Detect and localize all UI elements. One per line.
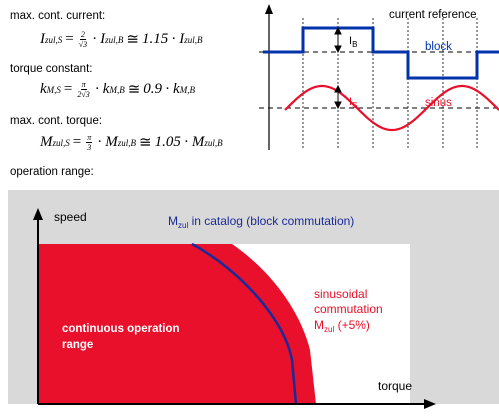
is-label: IS [349, 96, 357, 110]
kms-lhs-sub: M,S [46, 84, 61, 95]
mzul-factor: 1.05 [154, 134, 181, 150]
equals-sign: = [63, 81, 73, 97]
fraction-numerator: π [80, 80, 87, 90]
sinusoidal-label-line3: Mzul (+5%) [314, 318, 370, 334]
sinusoidal-label-line1: sinusoidal [314, 287, 367, 301]
approx-sign: ≅ [126, 32, 139, 48]
catalog-label: Mzul in catalog (block commutation) [168, 214, 354, 230]
continuous-label-line2: range [62, 339, 93, 351]
fraction-denominator: 2√3 [77, 90, 90, 99]
approx-sign: ≅ [127, 82, 141, 98]
fraction-numerator: 2 [79, 30, 86, 40]
current-rhs-sub: zul,B [184, 34, 203, 45]
sinus-label: sinus [425, 97, 452, 109]
kms-fraction: π 2√3 [77, 80, 89, 99]
kms-mid: k [102, 81, 110, 97]
torque-axis-arrow [424, 399, 436, 409]
dot-operator: · [183, 134, 189, 150]
current-mid: I [100, 31, 106, 47]
mzul-lhs: M [40, 134, 53, 150]
catalog-boundary-curve [191, 242, 298, 405]
sinusoidal-label-line2: commutation [314, 302, 383, 316]
approx-sign: ≅ [139, 135, 152, 151]
torque-label: max. cont. torque: [10, 115, 103, 127]
torque-axis-label: torque [378, 379, 412, 393]
current-label: max. cont. current: [10, 10, 106, 22]
waveform-y-arrow [265, 4, 273, 14]
dot-operator: · [94, 81, 100, 97]
dot-operator: · [92, 31, 98, 47]
continuous-label-line1: continuous operation [62, 323, 180, 335]
current-fraction: 2 √3 [79, 30, 87, 49]
kms-rhs: k [173, 81, 180, 97]
sinus-waveform [284, 84, 499, 132]
mzul-mid-sub: zul,B [117, 137, 137, 148]
torque-constant-formula: k M,S = π 2√3 · k M,B ≅ 0.9 · k M,B [40, 80, 195, 99]
mzul-mid: M [105, 134, 118, 150]
dot-operator: · [97, 134, 103, 150]
kms-rhs-sub: M,B [179, 84, 195, 95]
fraction-denominator: √3 [78, 40, 88, 49]
current-lhs: I [40, 31, 45, 47]
fraction-numerator: π [86, 133, 93, 143]
current-lhs-sub: zul,S [45, 34, 63, 45]
block-waveform [263, 26, 499, 80]
current-mid-sub: zul,B [105, 34, 124, 45]
mzul-rhs: M [191, 134, 205, 150]
kms-lhs: k [40, 81, 47, 97]
speed-axis-arrow [33, 208, 43, 220]
is-arrow [334, 84, 342, 110]
current-rhs: I [179, 31, 185, 47]
dot-operator: · [165, 81, 171, 97]
equals-sign: = [72, 134, 82, 150]
block-label: block [425, 41, 452, 53]
waveform-diagram: IB IS current reference block sinus [259, 4, 499, 150]
operation-range-label: operation range: [10, 166, 94, 178]
kms-factor: 0.9 [143, 81, 163, 97]
equals-sign: = [65, 31, 74, 47]
current-factor: 1.15 [141, 31, 169, 47]
speed-axis-label: speed [54, 210, 87, 224]
current-reference-title: current reference [389, 9, 477, 21]
kms-mid-sub: M,B [109, 84, 125, 95]
continuous-region [38, 244, 296, 404]
dot-operator: · [171, 31, 177, 47]
operation-chart: speed torque Mzul in catalog (block comm… [8, 190, 499, 409]
mzul-rhs-sub: zul,B [204, 137, 223, 148]
ib-arrow [334, 26, 342, 54]
fraction-denominator: 3 [87, 143, 92, 152]
ib-label: IB [349, 35, 357, 49]
mzul-lhs-sub: zul,S [52, 137, 70, 148]
torque-constant-label: torque constant: [10, 63, 93, 75]
